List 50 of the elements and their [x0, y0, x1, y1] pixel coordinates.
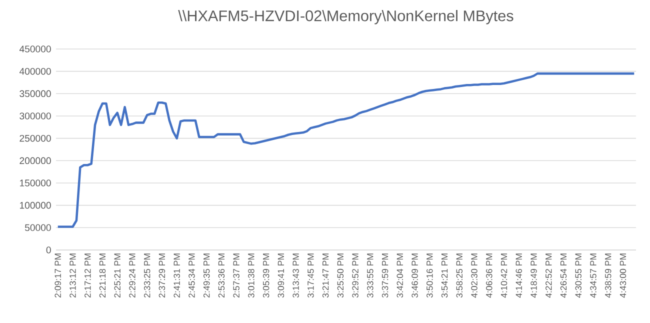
y-tick-label: 350000	[20, 90, 51, 98]
y-tick-label: 450000	[19, 46, 51, 52]
x-tick-label: 4:38:59 PM	[604, 254, 612, 298]
x-tick-label: 2:17:12 PM	[84, 254, 91, 298]
x-tick-label: 2:33:25 PM	[144, 254, 150, 298]
x-tick-label: 4:26:54 PM	[560, 254, 567, 298]
y-tick-label: 250000	[20, 134, 51, 142]
x-tick-label: 4:14:46 PM	[516, 254, 522, 298]
x-tick-label: 4:22:52 PM	[546, 254, 552, 298]
x-tick-label: 2:25:21 PM	[114, 254, 120, 298]
x-tick-label: 3:09:41 PM	[278, 254, 284, 298]
x-tick-label: 3:37:59 PM	[382, 254, 388, 298]
y-tick-label: 200000	[20, 157, 51, 164]
x-tick-label: 4:06:36 PM	[486, 254, 492, 298]
x-tick-label: 4:02:30 PM	[471, 254, 478, 298]
chart-title: \\HXAFM5-HZVDI-02\Memory\NonKernel MBytes	[178, 10, 514, 24]
x-tick-label: 3:58:25 PM	[456, 254, 463, 298]
x-tick-label: 3:50:16 PM	[426, 254, 433, 298]
x-tick-label: 3:13:43 PM	[292, 254, 299, 298]
x-tick-label: 3:33:55 PM	[367, 254, 374, 298]
x-tick-label: 2:45:34 PM	[188, 254, 195, 298]
x-tick-label: 2:21:18 PM	[99, 254, 106, 298]
y-tick-label: 400000	[19, 68, 51, 75]
x-tick-label: 4:18:49 PM	[530, 254, 537, 298]
y-tick-label: 0	[46, 246, 51, 254]
x-tick-label: 3:17:45 PM	[308, 254, 314, 298]
y-tick-label: 300000	[20, 112, 51, 120]
x-tick-label: 3:01:38 PM	[248, 254, 254, 298]
x-tick-label: 3:21:47 PM	[322, 254, 329, 298]
y-tick-label: 100000	[20, 202, 51, 209]
x-tick-label: 2:37:29 PM	[158, 254, 166, 298]
x-tick-label: 2:13:12 PM	[70, 254, 76, 298]
x-tick-label: 4:34:57 PM	[590, 254, 596, 298]
y-tick-label: 150000	[20, 180, 51, 186]
x-tick-label: 2:57:37 PM	[233, 254, 240, 298]
x-tick-label: 2:53:36 PM	[218, 254, 225, 298]
x-tick-label: 3:54:21 PM	[441, 254, 448, 298]
x-tick-label: 4:43:00 PM	[620, 254, 626, 298]
x-tick-label: 2:29:24 PM	[129, 254, 136, 298]
x-tick-label: 3:25:50 PM	[337, 254, 344, 298]
x-tick-label: 4:10:42 PM	[500, 254, 508, 298]
x-tick-label: 3:42:04 PM	[396, 254, 404, 298]
x-tick-label: 4:30:55 PM	[575, 254, 582, 298]
x-tick-label: 2:09:17 PM	[54, 254, 61, 298]
y-tick-label: 50000	[24, 224, 51, 232]
x-tick-label: 3:29:52 PM	[352, 254, 358, 298]
x-tick-label: 3:05:39 PM	[262, 254, 270, 298]
x-tick-label: 3:46:09 PM	[412, 254, 418, 298]
x-tick-label: 2:41:31 PM	[174, 254, 180, 298]
x-tick-label: 2:49:35 PM	[203, 254, 210, 298]
